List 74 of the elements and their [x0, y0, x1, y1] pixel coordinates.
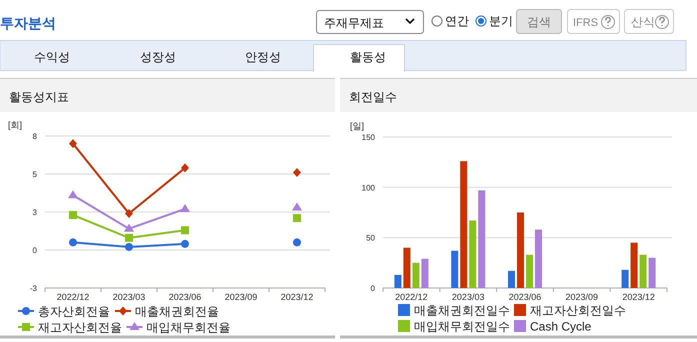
- point: [68, 190, 78, 198]
- bar: [622, 270, 629, 288]
- y-tick-label: 8: [32, 132, 38, 141]
- legend-label: 재고자산회전율: [38, 320, 122, 334]
- bar: [648, 258, 656, 288]
- bar: [535, 230, 542, 288]
- x-tick-label: 2023/03: [112, 292, 146, 302]
- text: 안정성: [245, 50, 281, 64]
- bar: [640, 254, 647, 288]
- point: [181, 240, 189, 248]
- legend-label: 매출채권회전일수: [414, 304, 510, 318]
- bar: [421, 258, 428, 288]
- y-tick-label: 0: [370, 284, 376, 293]
- bar: [478, 190, 486, 288]
- bar: [451, 250, 458, 288]
- point: [69, 238, 77, 246]
- y-tick-label: 5: [32, 170, 38, 179]
- x-tick-label: 2023/12: [622, 292, 655, 302]
- legend-label: 매입채무회전일수: [414, 320, 510, 334]
- point: [292, 202, 302, 210]
- text: 주재무제표: [324, 16, 384, 30]
- x-tick-label: 2023/09: [224, 292, 258, 302]
- point: [69, 139, 77, 148]
- x-tick-label: 2022/12: [395, 292, 428, 302]
- point: [181, 163, 189, 172]
- legend-label: Cash Cycle: [530, 320, 592, 334]
- bar: [469, 220, 476, 288]
- point: [181, 226, 189, 234]
- point: [124, 224, 134, 232]
- bar: [630, 242, 638, 288]
- y-tick-label: 150: [362, 133, 376, 142]
- text: 활동성: [350, 50, 386, 64]
- x-tick-label: 2023/06: [168, 292, 202, 302]
- point: [69, 211, 77, 220]
- y-axis-title: [일]: [350, 121, 364, 131]
- text: 성장성: [140, 50, 176, 64]
- point: [293, 214, 301, 222]
- legend-label: 총자산회전율: [38, 304, 110, 318]
- legend-label: 매입채무회전율: [146, 320, 230, 334]
- x-tick-label: 2023/03: [452, 292, 484, 302]
- y-axis-title: [회]: [8, 120, 22, 130]
- bar: [460, 161, 468, 288]
- x-tick-label: 2023/06: [508, 292, 542, 302]
- point: [125, 209, 133, 218]
- legend-label: 매출채권회전율: [135, 304, 219, 318]
- chart-title: 활동성지표: [9, 90, 69, 104]
- point: [293, 238, 301, 246]
- text: IFRS: [573, 17, 598, 29]
- text: 검색: [527, 15, 551, 29]
- bar: [526, 254, 533, 288]
- point: [125, 242, 133, 251]
- point: [180, 204, 190, 212]
- text: 분기: [489, 14, 513, 28]
- point: [125, 234, 133, 242]
- y-tick-label: 100: [362, 183, 376, 192]
- y-tick-label: -3: [30, 284, 38, 293]
- y-tick-label: 3: [32, 208, 38, 217]
- bar: [403, 248, 410, 288]
- legend-label: 재고자산회전일수: [530, 304, 626, 318]
- bar: [508, 270, 515, 288]
- bar: [394, 274, 402, 288]
- text: 연간: [445, 14, 469, 28]
- bar: [517, 212, 524, 288]
- bar: [412, 262, 420, 288]
- x-tick-label: 2023/12: [280, 292, 314, 302]
- x-tick-label: 2022/12: [56, 292, 90, 302]
- text: 수익성: [34, 50, 70, 64]
- chart-title: 회전일수: [349, 90, 397, 104]
- y-tick-label: 0: [32, 246, 38, 255]
- text: 투자분석: [0, 15, 56, 31]
- text: 산식: [631, 15, 655, 29]
- point: [293, 168, 301, 177]
- y-tick-label: 50: [366, 234, 376, 243]
- x-tick-label: 2023/09: [566, 292, 598, 302]
